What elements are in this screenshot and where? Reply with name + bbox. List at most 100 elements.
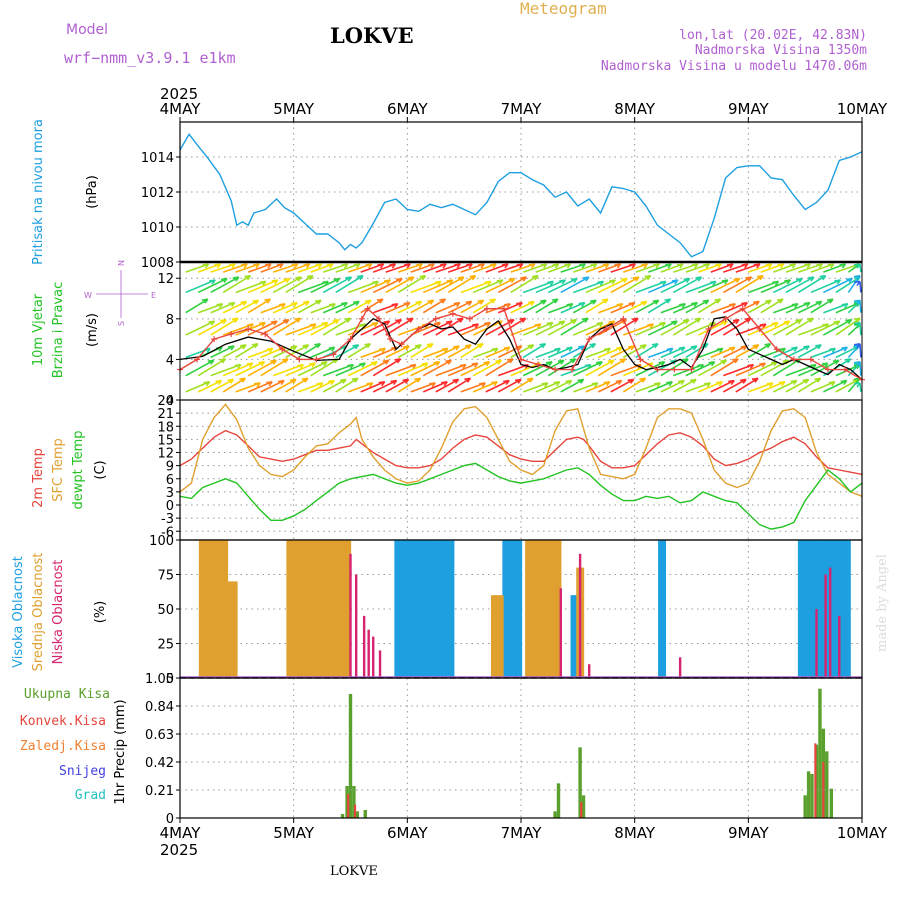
wind-arrow [610,345,635,359]
wind-arrow-head [565,379,573,386]
wind-arrow-head [841,303,849,309]
gust-point [483,305,490,312]
wind-arrow [447,377,471,393]
wind-arrow-head [853,360,861,367]
wind-arrow-head [658,360,666,367]
temperature-ytick-label: -3 [161,512,174,527]
wind-arrow-head [689,378,697,384]
wind-arrow [635,280,667,294]
wind-arrow-head [632,276,640,282]
wind-arrow-head [566,303,574,309]
dew-title: dewpt Temp [71,430,86,509]
wind-arrow [560,345,585,359]
cloud-bar-low_cloud [367,629,370,678]
wind-arrow [823,379,848,393]
wind-arrow-head [651,343,659,349]
wind-arrow [210,276,240,294]
wind-arrow [410,343,434,359]
wind-arrow [760,359,790,377]
model-name: wrf−nmm_v3.9.1 e1km [64,49,236,67]
cloud-bar-mid_cloud [291,540,295,678]
wind-arrow-head [753,263,761,269]
wind-arrow [610,301,636,314]
wind-arrow-head [752,344,760,350]
wind-arrow-head [753,300,760,306]
wind-arrow [647,381,673,393]
wind-arrow-head [816,263,823,269]
wind-arrow-head [407,276,415,282]
precip-bar-total_precip [352,786,356,818]
cloud-bar-high_cloud [418,540,422,678]
wind-arrow [285,275,314,294]
wind-arrow-head [547,280,554,286]
wind-arrow [447,344,472,359]
wind-arrow-head [383,320,391,326]
gust-point [296,356,303,363]
wind-arrow-head [603,380,611,387]
cloud-bar-mid_cloud [498,595,502,678]
wind-arrow [560,363,592,377]
wind-arrow-head [276,263,284,269]
wind-arrow [360,298,384,314]
wind-arrow-head [246,362,254,368]
wind-arrow [222,362,253,377]
wind-arrow-head [729,303,736,309]
wind-arrow [672,378,697,393]
wind-arrow [610,378,634,393]
gust-point [211,336,218,343]
wind-arrow-head [702,299,710,305]
wind-arrow-head [806,317,814,323]
wind-arrow-head [321,321,329,328]
wind-arrow [297,299,322,314]
wind-arrow-head [508,277,516,284]
wind-arrow [210,301,235,314]
compass-north: N [117,260,126,266]
wind-arrow [810,298,834,314]
wind-arrow-head [372,280,379,286]
gust-point [262,331,269,338]
precip-unit: 1hr Precip (mm) [113,699,128,804]
wind-arrow [297,321,328,336]
wind-arrow-head [454,263,461,269]
cloud-bar-high_cloud [816,540,821,678]
x-tick-label-top: 7MAY [501,100,543,118]
cloud-bar-high_cloud [804,540,809,678]
wind-arrow-head [708,360,716,367]
cloud-bar-high_cloud [408,540,412,678]
wind-arrow [522,343,546,359]
gust-point [756,325,763,332]
wind-arrow-head [853,321,861,328]
cloud-bar-high_cloud [399,540,403,678]
cloud-bar-low_cloud [824,574,827,678]
wind-arrow [385,301,410,314]
wind-arrow-head [640,300,648,306]
wind-arrow [835,345,860,359]
cloud-bar-mid_cloud [338,540,342,678]
wind-arrow [547,358,576,377]
wind-arrow-head [464,377,472,383]
wind-arrow-head [484,321,491,328]
series-line-sfc [179,403,863,497]
wind-arrow [272,345,297,359]
wind-arrow-head [644,274,652,281]
wind-arrow-head [652,299,660,305]
wind-arrow [247,320,278,336]
wind-arrow-head [814,377,822,383]
wind-arrow-head [415,300,423,306]
wind-arrow [422,359,452,377]
wind-arrow-head [201,298,209,304]
wind-arrow [698,381,723,393]
wind-arrow-head [728,346,736,352]
clouds-ytick-label: 100 [149,534,174,549]
wind-arrow-head [303,263,311,269]
wind-arrow [722,317,752,336]
wind-arrow-head [302,300,310,306]
wind-arrow-head [840,379,848,386]
gust-point [705,325,712,332]
cloud-bar-mid_cloud [493,595,497,678]
wind-arrow-head [829,347,836,353]
gust-point [552,366,559,373]
wind-arrow-head [266,347,274,353]
wind-arrow-head [270,359,277,365]
wind-arrow-head [751,377,759,383]
